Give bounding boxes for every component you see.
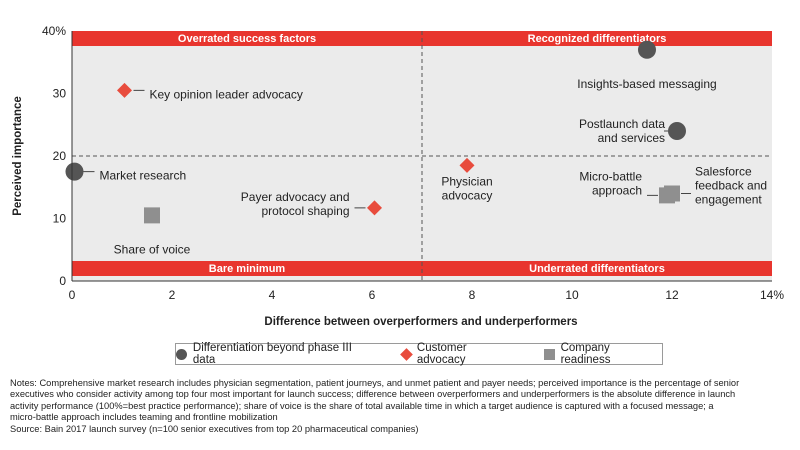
x-tick-label: 2 (169, 288, 176, 302)
x-tick-label: 4 (269, 288, 276, 302)
data-point-square (144, 207, 160, 224)
notes-line: micro-battle approach includes teaming a… (10, 412, 278, 423)
x-tick-label: 14% (760, 288, 784, 302)
data-point-square (664, 185, 680, 202)
y-tick-label: 40% (42, 24, 66, 38)
legend-item-company-readiness: Company readiness (543, 342, 662, 366)
notes-line: executives who consider activity among t… (10, 389, 736, 400)
data-point-label: Postlaunch data and services (579, 117, 665, 145)
data-point-diamond (459, 157, 475, 173)
data-point-circle (668, 122, 686, 140)
data-point-label: Market research (100, 169, 187, 183)
quadrant-label-bottom-right: Underrated differentiators (529, 263, 665, 275)
scatter-chart: Overrated success factors Recognized diff… (12, 24, 784, 328)
legend-label: Company readiness (560, 342, 611, 366)
legend: Differentiation beyond phase III data Cu… (175, 342, 663, 366)
notes: Notes: Comprehensive market research inc… (10, 378, 792, 435)
data-point-diamond (117, 82, 132, 98)
x-tick-label: 10 (565, 288, 579, 302)
legend-item-customer-advocacy: Customer advocacy (400, 342, 518, 366)
quadrant-label-bottom-left: Bare minimum (209, 263, 286, 275)
y-tick-label: 0 (59, 274, 66, 288)
data-point-diamond (367, 200, 382, 216)
x-tick-label: 6 (369, 288, 376, 302)
y-tick-label: 20 (53, 149, 67, 163)
data-point-label: Physician advocacy (441, 174, 492, 202)
quadrant-label-top-right: Recognized differentiators (528, 33, 667, 45)
data-point-circle (65, 162, 84, 181)
bottom-band (72, 261, 772, 276)
notes-line: Notes: Comprehensive market research inc… (10, 378, 740, 388)
data-point-label: Salesforce feedback and engagement (695, 165, 767, 207)
legend-item-differentiation: Differentiation beyond phase III data (176, 342, 376, 366)
y-axis-title: Perceived importance (12, 96, 24, 216)
notes-line: activity performance (100%=best practice… (10, 400, 714, 411)
data-point-label: Payer advocacy and protocol shaping (241, 190, 350, 218)
y-tick-label: 30 (53, 87, 67, 101)
y-tick-label: 10 (53, 212, 67, 226)
x-tick-label: 12 (665, 288, 679, 302)
legend-square-icon (543, 348, 555, 360)
legend-diamond-icon (400, 347, 413, 361)
quadrant-label-top-left: Overrated success factors (178, 33, 316, 45)
data-point-label: Share of voice (114, 242, 191, 256)
source-line: Source: Bain 2017 launch survey (n=100 s… (10, 423, 419, 434)
data-point-circle (638, 40, 656, 59)
x-tick-label: 0 (69, 288, 76, 302)
data-point-label: Micro-battle approach (579, 169, 642, 197)
legend-label: Customer advocacy (416, 342, 467, 366)
legend-circle-icon (176, 348, 187, 360)
data-point-label: Insights-based messaging (577, 77, 716, 91)
legend-label: Differentiation beyond phase III data (192, 342, 352, 366)
x-tick-label: 8 (469, 288, 476, 302)
data-point-label: Key opinion leader advocacy (150, 87, 303, 101)
x-axis-title: Difference between overperformers and un… (264, 316, 577, 328)
